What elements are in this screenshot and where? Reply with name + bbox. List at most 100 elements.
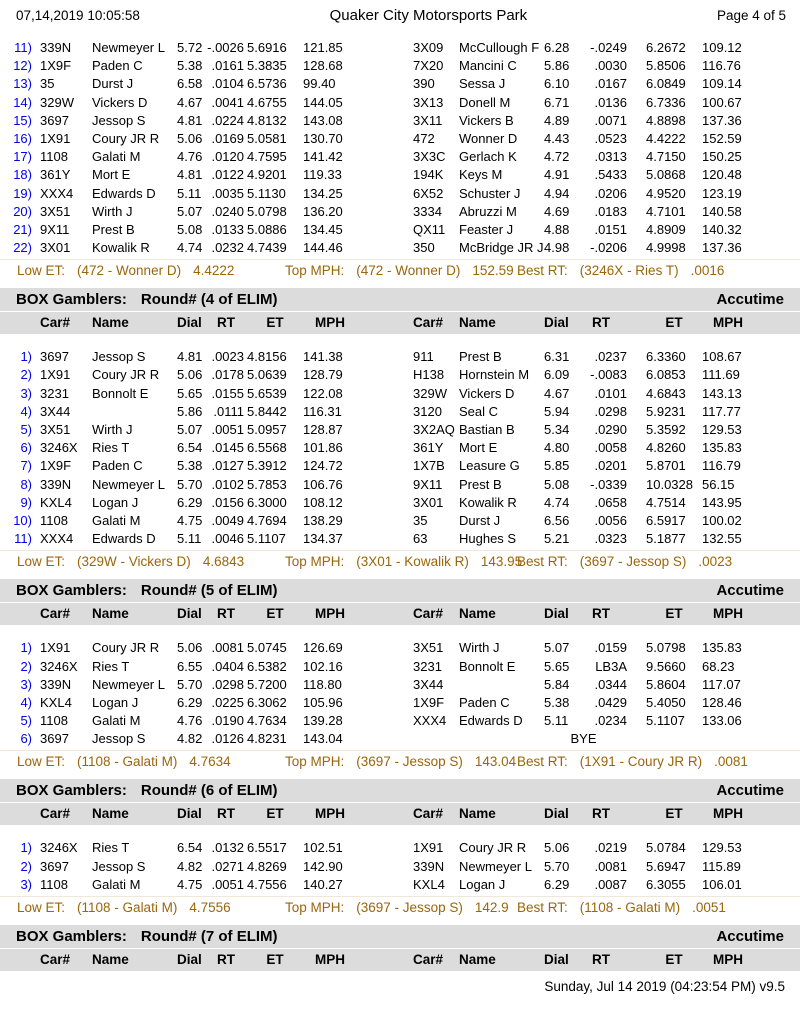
dial-value: 6.54 [177, 440, 203, 456]
column-spacer [357, 166, 413, 184]
dial-value: 4.98 [544, 240, 570, 256]
stat-value: 4.6843 [202, 554, 245, 570]
elapsed-time: 5.0886 [247, 221, 287, 237]
mph-value: 106.01 [702, 876, 742, 892]
dial-value: 4.43 [544, 130, 570, 146]
elapsed-time: 4.4222 [646, 130, 686, 146]
row-number: 7) [20, 458, 32, 474]
stat-entry: (329W - Vickers D) [77, 554, 191, 570]
row-number: 11) [14, 40, 32, 55]
reaction-time: .0298 [594, 403, 627, 419]
car-number: XXX4 [40, 185, 74, 201]
dial-value: 5.07 [177, 203, 203, 219]
stat-entry: (1X91 - Coury JR R) [579, 754, 703, 770]
car-number: 7X20 [413, 58, 444, 74]
row-number: 8) [20, 476, 32, 492]
column-spacer [357, 203, 413, 221]
car-number: 3X51 [40, 422, 71, 437]
elapsed-time: 9.5660 [646, 658, 686, 674]
column-spacer [357, 530, 413, 548]
elapsed-time: 4.7595 [247, 149, 287, 165]
driver-name: Bonnolt E [459, 658, 516, 674]
mph-value: 134.45 [303, 221, 343, 237]
stat-top-mph: Top MPH: (3X01 - Kowalik R) 143.95 [285, 554, 522, 571]
dial-value: 4.88 [544, 221, 570, 237]
reaction-time: -.0206 [590, 240, 627, 256]
reaction-time: .0087 [594, 876, 627, 892]
table-row: 18) 361Y Mort E 4.81 .0122 4.9201 119.33 194K Ke… [0, 166, 800, 184]
column-header-dial: Dial [544, 606, 569, 622]
mph-value: 117.07 [702, 676, 741, 692]
car-number: 63 [413, 531, 428, 547]
reaction-time: .0127 [211, 458, 244, 474]
driver-name: Coury JR R [92, 130, 160, 146]
column-header-rt: RT [217, 952, 235, 967]
driver-name: Newmeyer L [92, 40, 165, 55]
reaction-time: .0232 [211, 240, 244, 256]
dial-value: 6.54 [177, 840, 203, 856]
column-header-mph: MPH [713, 315, 743, 331]
driver-name: Prest B [459, 476, 502, 492]
elapsed-time: 4.7101 [646, 203, 686, 219]
reaction-time: .0056 [594, 512, 627, 528]
dial-value: 4.91 [544, 167, 570, 183]
car-number: 3X44 [40, 403, 71, 419]
column-spacer [357, 694, 413, 712]
driver-name: Mort E [459, 440, 498, 456]
table-row: 16) 1X91 Coury JR R 5.06 .0169 5.0581 130.70 47… [0, 130, 800, 148]
driver-name: McCullough F [459, 40, 540, 55]
car-number: 3X44 [413, 676, 444, 692]
elapsed-time: 6.0849 [646, 76, 686, 92]
driver-name: Edwards D [92, 531, 156, 547]
column-spacer [357, 494, 413, 512]
car-number: 6X52 [413, 185, 444, 201]
driver-name: Durst J [459, 512, 501, 528]
elapsed-time: 6.0853 [646, 367, 686, 383]
stat-entry: (1108 - Galati M) [579, 900, 681, 915]
dial-value: 4.74 [177, 240, 203, 256]
reaction-time: .0120 [211, 149, 244, 165]
stat-entry: (3697 - Jessop S) [356, 754, 463, 770]
car-number: 3120 [413, 403, 442, 419]
stat-value: .0023 [698, 554, 733, 570]
round-number-label: Round# (4 of ELIM) [140, 291, 278, 309]
header-spacer [6, 949, 40, 971]
dial-value: 6.10 [544, 76, 570, 92]
round-number-label: Round# (6 of ELIM) [140, 782, 278, 800]
reaction-time: .0081 [594, 858, 627, 874]
reaction-time: .0071 [594, 112, 627, 128]
round-section-title-bar: BOX Gamblers: Round# (4 of ELIM) Accutime [0, 288, 800, 312]
reaction-time: .0101 [594, 385, 627, 401]
round-section: BOX Gamblers: Round# (6 of ELIM) Accutime C… [0, 779, 800, 917]
mph-value: 109.12 [702, 40, 742, 55]
driver-name: Jessop S [92, 731, 146, 747]
elapsed-time: 5.8442 [247, 403, 287, 419]
mph-value: 116.31 [303, 403, 342, 419]
table-row: 2) 1X91 Coury JR R 5.06 .0178 5.0639 128.79 H13… [0, 366, 800, 384]
stat-entry: (472 - Wonner D) [77, 263, 182, 279]
driver-name: Feaster J [459, 221, 514, 237]
stat-value: 4.7634 [189, 754, 231, 770]
dial-value: 5.08 [544, 476, 570, 492]
driver-name: Paden C [459, 694, 510, 710]
round-results-rows: 1) 1X91 Coury JR R 5.06 .0081 5.0745 126.69 3X5… [0, 639, 800, 748]
table-row: 5) 3X51 Wirth J 5.07 .0051 5.0957 128.87 3X2AQ B… [0, 421, 800, 439]
column-header-et: ET [665, 606, 683, 622]
column-header-et: ET [665, 315, 683, 331]
stat-label: Low ET: [17, 554, 66, 570]
column-header-car: Car# [40, 952, 71, 967]
reaction-time: .5433 [594, 167, 627, 183]
dial-value: 4.81 [177, 349, 203, 365]
elapsed-time: 6.2672 [646, 40, 686, 55]
dial-value: 4.76 [177, 713, 203, 729]
column-header-et: ET [266, 315, 284, 331]
car-number: 339N [413, 858, 445, 874]
mph-value: 135.83 [702, 640, 742, 656]
reaction-time: .0122 [211, 167, 244, 183]
column-header-name: Name [459, 606, 496, 622]
mph-value: 143.13 [702, 385, 742, 401]
page-number-label: Page 4 of 5 [716, 8, 786, 23]
elapsed-time: 5.1107 [247, 531, 286, 547]
table-row: 3) 3231 Bonnolt E 5.65 .0155 5.6539 122.08 329W… [0, 385, 800, 403]
mph-value: 106.76 [303, 476, 343, 492]
